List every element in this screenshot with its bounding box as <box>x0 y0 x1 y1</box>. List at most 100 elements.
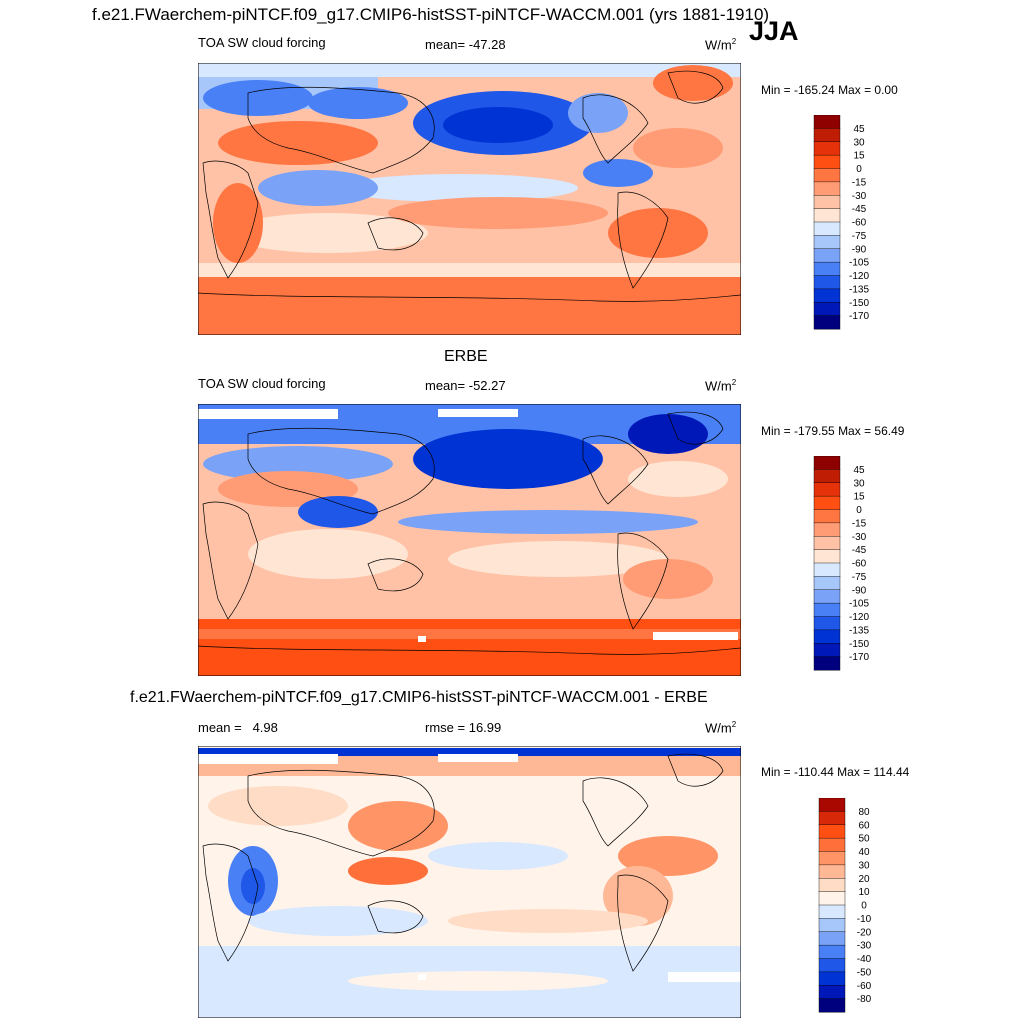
panel1-colorbar-box <box>813 275 841 290</box>
panel2-colorbar-label: -60 <box>852 559 867 570</box>
panel1-colorbar-label: -15 <box>852 177 867 188</box>
panel3-colorbar-label: 10 <box>858 887 870 898</box>
panel3-colorbar-label: -20 <box>857 927 872 938</box>
panel3-colorbar-box <box>818 918 846 933</box>
panel2-colorbar-box <box>813 495 841 511</box>
panel2-colorbar-box <box>813 589 841 604</box>
panel2-coastlines <box>198 411 741 655</box>
panel2-colorbar-box <box>813 522 841 537</box>
panel3-colorbar-box <box>818 958 846 973</box>
panel2-colorbar-label: 0 <box>856 505 862 516</box>
panel3-colorbar-label: -60 <box>857 981 872 992</box>
panel2-mean-text: mean= <box>425 378 466 393</box>
panel3-colorbar-label: 40 <box>858 847 870 858</box>
panel1-colorbar-label: -150 <box>849 298 869 309</box>
panel1-map <box>198 63 741 335</box>
panel2-colorbar-label: -120 <box>849 612 869 623</box>
panel2-max-label: Max = 56.49 <box>838 424 905 438</box>
panel1-colorbar-label: -105 <box>849 258 869 269</box>
panel2-colorbar-label: -15 <box>852 518 867 529</box>
panel2-field-patches <box>198 404 741 676</box>
panel3-colorbar-label: 80 <box>858 807 870 818</box>
panel2-title: ERBE <box>444 348 488 365</box>
panel2-colorbar-box <box>813 629 841 644</box>
panel3-colorbar-box <box>818 837 846 853</box>
panel3-colorbar-box <box>818 904 846 919</box>
panel1-colorbar-label: 30 <box>853 137 865 148</box>
panel3-map <box>198 746 741 1018</box>
panel3-colorbar-label: 30 <box>858 860 870 871</box>
panel2-colorbar-label: -90 <box>852 585 867 596</box>
panel1-field-patches <box>198 63 741 335</box>
panel3-colorbar-box <box>818 824 846 839</box>
panel1-colorbar-box <box>813 128 841 143</box>
panel2-colorbar-box <box>813 456 841 470</box>
panel3-colorbar-label: -40 <box>857 954 872 965</box>
panel3-rmse-label: rmse = 16.99 <box>425 720 501 735</box>
panel1-colorbar-box <box>813 115 841 129</box>
panel1-colorbar-box <box>813 141 841 156</box>
panel1-colorbar-label: 0 <box>856 164 862 175</box>
panel2-field-label: TOA SW cloud forcing <box>198 376 326 391</box>
panel2-colorbar-label: -30 <box>852 532 867 543</box>
panel3-colorbar-box <box>818 944 846 960</box>
panel1-mean-label: mean= -47.28 <box>425 37 506 52</box>
panel1-colorbar-box <box>813 154 841 170</box>
panel1-colorbar-label: -75 <box>852 231 867 242</box>
panel1-units-exp: 2 <box>731 37 737 46</box>
panel2-min-label: Min = -179.55 <box>761 424 835 438</box>
panel2-minmax: Min = -179.55 Max = 56.49 <box>761 424 904 438</box>
panel3-colorbar-label: -10 <box>857 914 872 925</box>
panel2-colorbar-box <box>813 616 841 631</box>
panel1-colorbar-label: -90 <box>852 244 867 255</box>
panel3-min-label: Min = -110.44 <box>761 765 834 779</box>
panel1-field-label: TOA SW cloud forcing <box>198 35 326 50</box>
panel3-colorbar-label: -30 <box>857 941 872 952</box>
panel1-colorbar-box <box>813 235 841 250</box>
panel2-colorbar-label: -45 <box>852 545 867 556</box>
panel1-colorbar-box <box>813 315 841 330</box>
panel3-minmax: Min = -110.44 Max = 114.44 <box>761 765 909 779</box>
panel1-colorbar-box <box>813 208 841 223</box>
panel3-colorbar-box <box>818 931 846 946</box>
panel1-coastlines <box>198 70 741 302</box>
panel3-rmse-value: 16.99 <box>468 720 502 735</box>
panel2-mean-label: mean= -52.27 <box>425 378 506 393</box>
panel2-mean-value: -52.27 <box>468 378 506 393</box>
panel3-max-label: Max = 114.44 <box>837 765 910 779</box>
panel1-colorbar-label: -170 <box>849 311 869 322</box>
panel1-colorbar-box <box>813 248 841 263</box>
panel2-colorbar-box <box>813 656 841 671</box>
panel3-title: f.e21.FWaerchem-piNTCF.f09_g17.CMIP6-his… <box>130 689 708 706</box>
panel1-colorbar-label: 45 <box>853 124 865 135</box>
panel3-colorbar: 80 60 50 40 30 20 10 0 -10 -20 -30 -40 -50 -60 -80 <box>818 798 872 1013</box>
panel3-colorbar-box <box>818 998 846 1013</box>
panel2-colorbar-box <box>813 562 841 577</box>
panel3-colorbar-label: 20 <box>858 874 870 885</box>
panel1-colorbar-box <box>813 195 841 210</box>
panel2-colorbar-label: -75 <box>852 572 867 583</box>
panel3-mean-value: 4.98 <box>252 720 278 735</box>
panel2-units: W/m2 <box>705 378 736 393</box>
panel1-units-base: W/m <box>705 37 732 53</box>
panel2-colorbar-box <box>813 482 841 497</box>
panel2-colorbar: 45 30 15 0 -15 -30 -45 -60 -75 -90 -105 -120 -135 -15… <box>813 456 869 671</box>
panel2-colorbar-label: 30 <box>853 478 865 489</box>
panel3-colorbar-label: -50 <box>857 967 872 978</box>
panel3-colorbar-box <box>818 864 846 879</box>
panel1-mean-text: mean= <box>425 37 466 52</box>
panel1-colorbar-label: -30 <box>852 191 867 202</box>
panel1-colorbar-box <box>813 302 841 317</box>
panel3-colorbar-box <box>818 851 846 866</box>
panel2-colorbar-box <box>813 509 841 524</box>
panel1-colorbar-box <box>813 261 841 277</box>
panel2-colorbar-label: -170 <box>849 652 869 663</box>
panel1-minmax: Min = -165.24 Max = 0.00 <box>761 83 898 97</box>
panel3-units-exp: 2 <box>731 720 737 729</box>
panel3-colorbar-label: -80 <box>857 994 872 1005</box>
panel2-colorbar-box <box>813 549 841 564</box>
panel2-units-base: W/m <box>705 378 732 394</box>
panel2-colorbar-box <box>813 576 841 591</box>
panel3-colorbar-box <box>818 811 846 826</box>
panel1-colorbar-label: -60 <box>852 218 867 229</box>
